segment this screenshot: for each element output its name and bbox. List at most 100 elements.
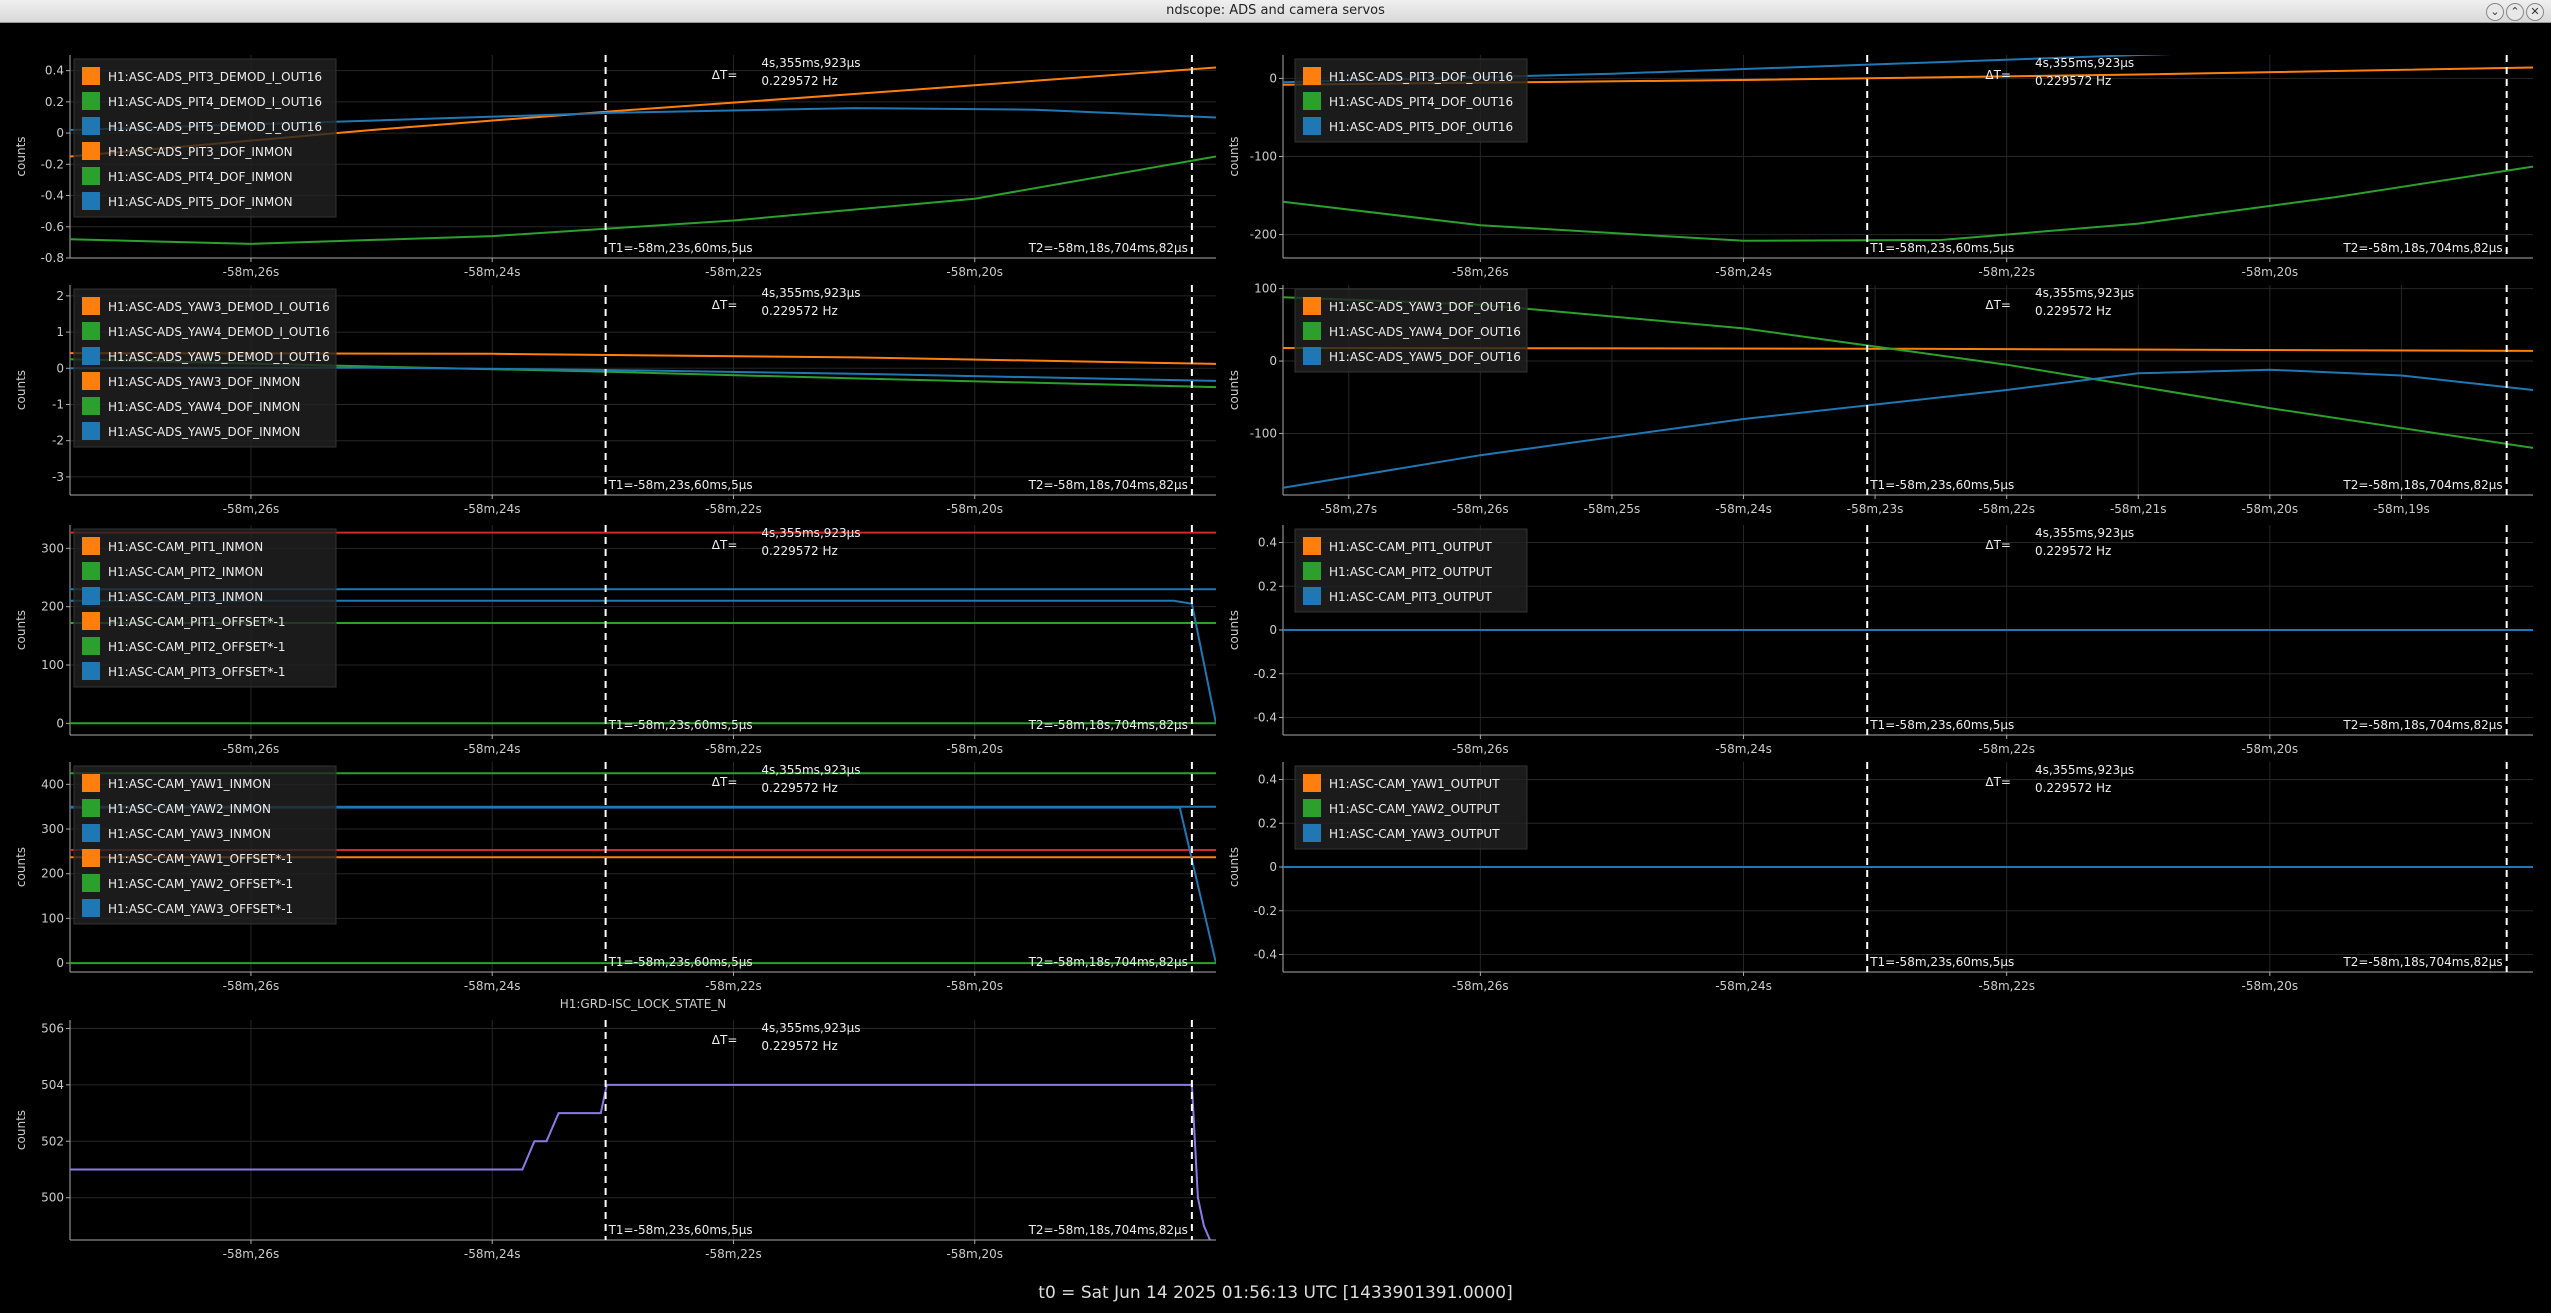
x-tick-label: -58m,26s [223,265,280,279]
x-tick-label: -58m,26s [223,742,280,756]
legend-entry: H1:ASC-ADS_PIT4_DOF_INMON [108,170,293,184]
legend-entry: H1:ASC-ADS_PIT3_DEMOD_I_OUT16 [108,70,322,84]
y-tick-label: 0.2 [1258,816,1277,830]
legend-swatch [82,824,100,842]
plot-grid: 0.4 0.2 0 -0.2 -0.4 -0.6 -0.8 -58m,26s -58m,24s -… [14,55,2533,1261]
y-axis-label: counts [1227,370,1241,410]
y-tick-label: -200 [1250,228,1277,242]
y-tick-label: -0.2 [1254,667,1277,681]
x-tick-label: -58m,20s [946,1247,1003,1261]
dt-frequency: 0.229572 Hz [761,544,837,558]
t1-label: T1=-58m,23s,60ms,5µs [608,718,753,732]
x-tick-label: -58m,24s [1715,265,1772,279]
legend-box [73,288,337,448]
legend-swatch [82,67,100,85]
legend-swatch [82,874,100,892]
t1-label: T1=-58m,23s,60ms,5µs [608,241,753,255]
x-tick-label: -58m,26s [1452,502,1509,516]
x-tick-label: -58m,22s [1978,265,2035,279]
y-tick-label: -2 [52,434,64,448]
legend: H1:ASC-CAM_PIT1_INMON H1:ASC-CAM_PIT2_INM… [73,528,337,688]
plot-8: 0.4 0.2 0 -0.2 -0.4 -58m,26s -58m,24s -58m,22s -… [1227,762,2533,993]
legend-entry: H1:ASC-ADS_YAW4_DOF_INMON [108,400,300,414]
x-tick-label: -58m,24s [1715,502,1772,516]
legend-swatch [82,562,100,580]
y-tick-label: 0 [56,126,64,140]
x-tick-label: -58m,22s [705,1247,762,1261]
x-tick-label: -58m,24s [464,979,521,993]
x-tick-label: -58m,20s [2242,502,2299,516]
plot-4: 100 0 -100 -58m,27s -58m,26s -58m,25s -58m,24s… [1227,282,2533,516]
legend-swatch [82,117,100,135]
legend-box [1294,528,1528,613]
t2-label: T2=-58m,18s,704ms,82µs [1028,241,1188,255]
legend-swatch [82,347,100,365]
y-tick-label: 100 [41,658,64,672]
legend-swatch [82,167,100,185]
close-icon: ✕ [2530,5,2540,18]
legend-swatch [82,899,100,917]
legend-entry: H1:ASC-CAM_YAW3_OFFSET*-1 [108,902,293,916]
y-tick-label: 300 [41,822,64,836]
y-tick-label: -0.6 [41,220,64,234]
legend-swatch [1303,774,1321,792]
x-tick-label: -58m,27s [1320,502,1377,516]
plot-6: 0.4 0.2 0 -0.2 -0.4 -58m,26s -58m,24s -58m,22s -… [1227,525,2533,756]
series-line [70,155,1216,245]
x-tick-label: -58m,20s [946,265,1003,279]
x-tick-label: -58m,22s [705,502,762,516]
legend-box [73,765,337,925]
y-axis-label: counts [14,370,28,410]
y-tick-label: 0.4 [1258,773,1277,787]
close-button[interactable]: ✕ [2526,3,2544,21]
dt-prefix: ΔT= [1985,68,2011,82]
legend-swatch [82,587,100,605]
dt-value: 4s,355ms,923µs [761,56,860,70]
legend-entry: H1:ASC-ADS_PIT5_DOF_OUT16 [1329,120,1513,134]
x-tick-label: -58m,24s [464,502,521,516]
legend: H1:ASC-ADS_YAW3_DOF_OUT16 H1:ASC-ADS_YAW4… [1294,288,1528,373]
series-line [70,1083,1211,1240]
legend-entry: H1:ASC-ADS_PIT4_DOF_OUT16 [1329,95,1513,109]
y-tick-label: 500 [41,1191,64,1205]
legend-entry: H1:ASC-CAM_PIT2_OFFSET*-1 [108,640,285,654]
legend-swatch [82,422,100,440]
y-tick-label: -0.4 [41,189,64,203]
y-tick-label: 506 [41,1021,64,1035]
legend-box [1294,58,1528,143]
legend-swatch [1303,92,1321,110]
legend-entry: H1:ASC-CAM_PIT3_OFFSET*-1 [108,665,285,679]
legend-swatch [82,372,100,390]
y-tick-label: -0.2 [1254,904,1277,918]
legend-box [73,58,337,218]
y-tick-label: 0 [56,361,64,375]
y-axis-label: counts [1227,136,1241,176]
series-line [70,806,1216,964]
y-tick-label: 100 [41,911,64,925]
x-tick-label: -58m,23s [1847,502,1904,516]
x-tick-label: -58m,24s [464,1247,521,1261]
legend-entry: H1:ASC-ADS_PIT3_DOF_INMON [108,145,293,159]
y-axis-label: counts [14,1110,28,1150]
y-tick-label: -1 [52,397,64,411]
x-tick-label: -58m,20s [2242,742,2299,756]
x-tick-label: -58m,26s [1452,265,1509,279]
y-tick-label: -0.2 [41,157,64,171]
x-tick-label: -58m,26s [1452,742,1509,756]
t2-label: T2=-58m,18s,704ms,82µs [1028,1223,1188,1237]
y-tick-label: 502 [41,1134,64,1148]
x-tick-label: -58m,22s [705,979,762,993]
minimize-button[interactable]: ⌄ [2486,3,2504,21]
x-tick-label: -58m,22s [1978,502,2035,516]
x-tick-label: -58m,20s [946,979,1003,993]
legend-swatch [82,774,100,792]
legend-entry: H1:ASC-CAM_PIT1_OFFSET*-1 [108,615,285,629]
y-axis-label: counts [14,136,28,176]
t1-label: T1=-58m,23s,60ms,5µs [608,1223,753,1237]
y-axis-label: counts [14,610,28,650]
plot-3: 2 1 0 -1 -2 -3 -58m,26s -58m,24s -58m,22s -58m,20… [14,285,1216,516]
legend-entry: H1:ASC-CAM_PIT2_INMON [108,565,263,579]
x-tick-label: -58m,24s [464,265,521,279]
legend-entry: H1:ASC-CAM_YAW2_INMON [108,802,271,816]
maximize-button[interactable]: ⌃ [2506,3,2524,21]
